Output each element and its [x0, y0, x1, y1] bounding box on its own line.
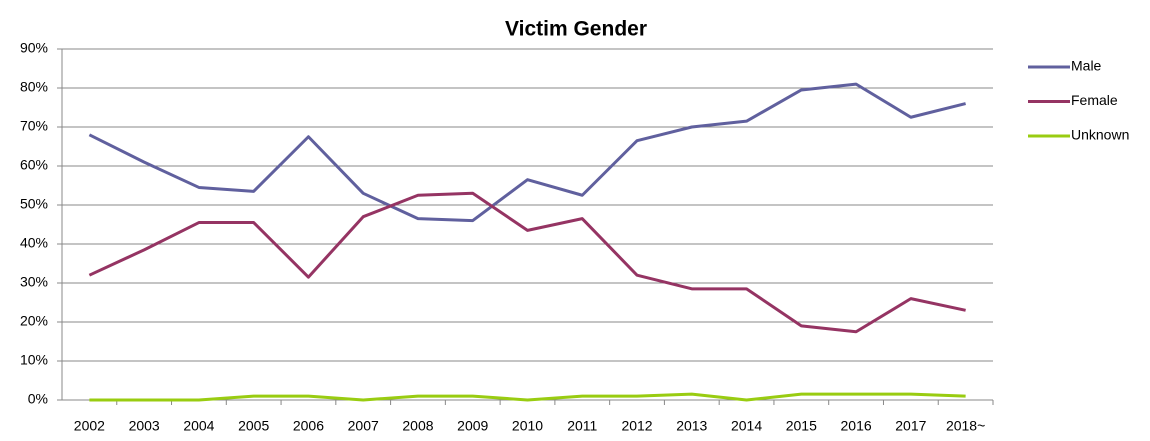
x-tick-label: 2011	[567, 418, 597, 434]
x-tick-label: 2012	[621, 418, 652, 434]
x-tick-label: 2017	[895, 418, 926, 434]
x-tick-label: 2010	[512, 418, 543, 434]
y-tick-label: 60%	[20, 157, 48, 173]
x-tick-label: 2006	[293, 418, 324, 434]
y-tick-label: 50%	[20, 196, 48, 212]
x-tick-label: 2002	[74, 418, 105, 434]
x-tick-label: 2007	[348, 418, 379, 434]
x-tick-label: 2016	[841, 418, 872, 434]
y-tick-label: 30%	[20, 274, 48, 290]
x-tick-label: 2018~	[946, 418, 985, 434]
legend-label: Female	[1071, 92, 1118, 108]
y-tick-label: 40%	[20, 235, 48, 251]
chart-title: Victim Gender	[505, 18, 647, 41]
y-tick-label: 0%	[28, 391, 48, 407]
series-line	[89, 392, 966, 402]
x-tick-label: 2009	[457, 418, 488, 434]
x-tick-label: 2003	[129, 418, 160, 434]
y-tick-label: 20%	[20, 313, 48, 329]
series-line	[88, 191, 966, 334]
y-tick-label: 70%	[20, 118, 48, 134]
y-tick-label: 90%	[20, 40, 48, 56]
y-tick-label: 80%	[20, 79, 48, 95]
y-tick-label: 10%	[20, 352, 48, 368]
x-tick-label: 2005	[238, 418, 269, 434]
series-line	[88, 82, 966, 223]
x-tick-label: 2014	[731, 418, 762, 434]
legend-label: Unknown	[1071, 127, 1129, 143]
x-tick-label: 2013	[676, 418, 707, 434]
x-tick-label: 2004	[183, 418, 214, 434]
legend-label: Male	[1071, 58, 1102, 74]
x-tick-label: 2015	[786, 418, 817, 434]
x-tick-label: 2008	[402, 418, 433, 434]
